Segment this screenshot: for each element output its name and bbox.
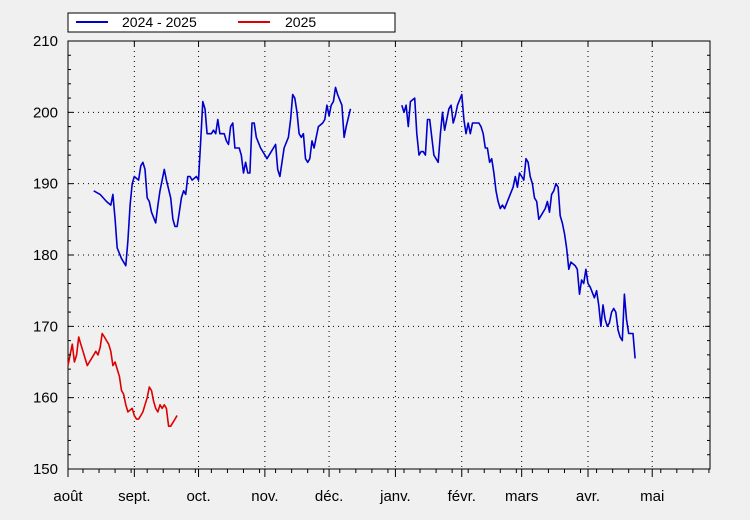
series-line-2025: [67, 332, 178, 428]
y-tick-label: 160: [33, 390, 58, 407]
y-tick-label: 150: [33, 461, 58, 478]
y-tick-label: 180: [33, 247, 58, 264]
y-tick-label: 170: [33, 318, 58, 335]
x-tick-label: janv.: [379, 488, 411, 505]
x-tick-label: sept.: [118, 488, 151, 505]
y-tick-label: 190: [33, 176, 58, 193]
y-tick-label: 200: [33, 104, 58, 121]
series-line-2024-2025: [93, 86, 352, 267]
axes: 150 160 170 180 190 200 210 août sept. oct. nov. dé…: [33, 33, 710, 505]
x-tick-label: mai: [640, 488, 664, 505]
x-tick-label: oct.: [186, 488, 210, 505]
x-tick-label: avr.: [576, 488, 600, 505]
grid-lines: [68, 41, 710, 469]
x-tick-label: mars: [505, 488, 538, 505]
x-tick-label: nov.: [251, 488, 278, 505]
legend-label-2025: 2025: [285, 14, 316, 30]
series-lines: [67, 86, 636, 428]
legend-box: [67, 12, 396, 33]
legend: 2024 - 2025 2025: [67, 12, 396, 33]
y-tick-label: 210: [33, 33, 58, 50]
legend-label-2024-2025: 2024 - 2025: [122, 14, 197, 30]
x-tick-label: août: [53, 488, 83, 505]
x-tick-label: févr.: [448, 488, 476, 505]
series-line-2024-2025: [401, 93, 636, 359]
x-tick-label: déc.: [315, 488, 343, 505]
